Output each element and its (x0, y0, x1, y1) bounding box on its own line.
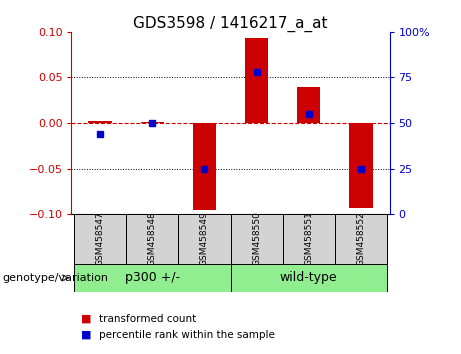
Bar (283, 214, 335, 264)
Text: percentile rank within the sample: percentile rank within the sample (99, 330, 275, 339)
Bar (297, 86, 320, 123)
Text: GSM458551: GSM458551 (304, 211, 313, 267)
Bar (230, 214, 283, 264)
Text: transformed count: transformed count (99, 314, 196, 324)
Bar (141, 122, 164, 123)
Text: GSM458552: GSM458552 (356, 212, 366, 266)
Text: genotype/variation: genotype/variation (2, 273, 108, 283)
Text: ■: ■ (81, 330, 91, 339)
Text: GSM458548: GSM458548 (148, 212, 157, 266)
Bar (335, 214, 387, 264)
Text: wild-type: wild-type (280, 272, 337, 284)
Bar (74, 214, 126, 264)
Bar (230, 264, 387, 292)
Text: GDS3598 / 1416217_a_at: GDS3598 / 1416217_a_at (133, 16, 328, 32)
Bar (349, 123, 372, 208)
Text: GSM458550: GSM458550 (252, 211, 261, 267)
Bar (89, 121, 112, 123)
Text: GSM458547: GSM458547 (95, 212, 105, 266)
Text: GSM458549: GSM458549 (200, 212, 209, 266)
Bar (74, 264, 230, 292)
Text: p300 +/-: p300 +/- (125, 272, 180, 284)
Bar (178, 214, 230, 264)
Bar (126, 214, 178, 264)
Bar (193, 123, 216, 210)
Bar (245, 38, 268, 123)
Text: ■: ■ (81, 314, 91, 324)
